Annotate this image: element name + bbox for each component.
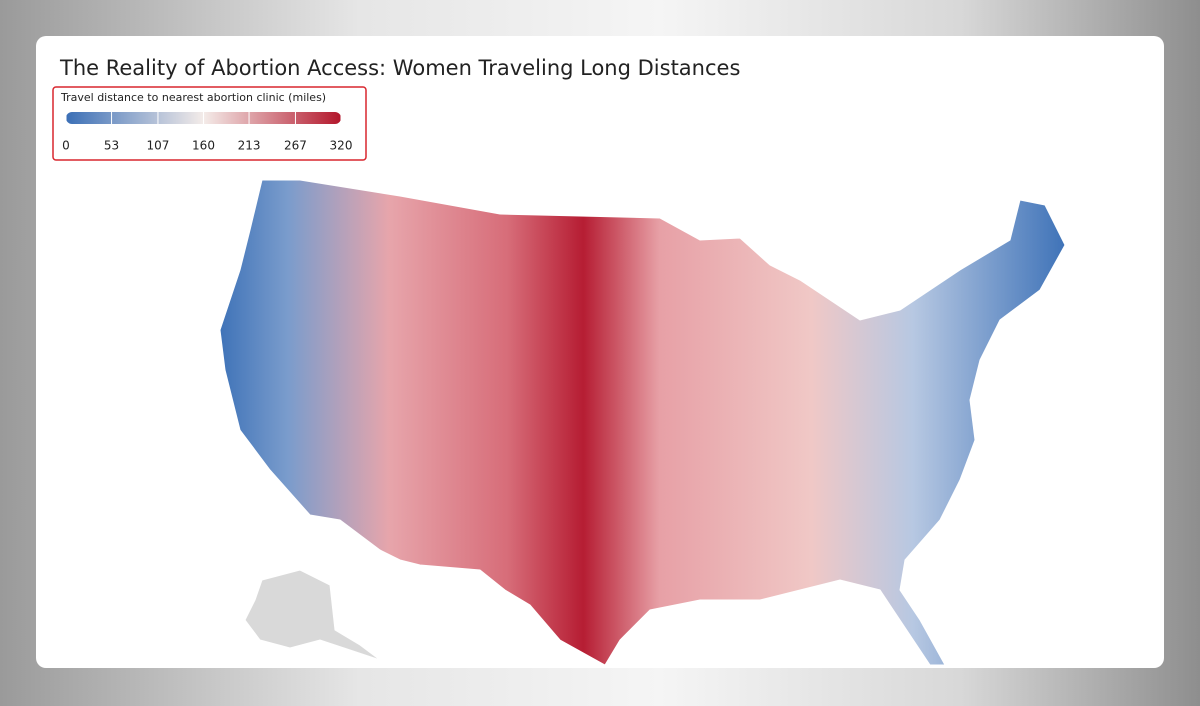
map: Travel distance to nearest abortion clin…	[52, 86, 1066, 666]
map-card: The Reality of Abortion Access: Women Tr…	[36, 36, 1164, 668]
legend-tick-label: 160	[192, 139, 215, 153]
legend-tick-label: 267	[284, 139, 307, 153]
legend-tick-label: 53	[104, 139, 119, 153]
legend-tick-label: 0	[62, 139, 70, 153]
map-title: The Reality of Abortion Access: Women Tr…	[60, 56, 741, 80]
alaska-map	[244, 569, 381, 661]
legend-tick-label: 107	[147, 139, 170, 153]
legend-tick-label: 320	[330, 139, 353, 153]
legend-tick-label: 213	[238, 139, 261, 153]
legend-title: Travel distance to nearest abortion clin…	[60, 91, 326, 104]
us-map	[219, 179, 1066, 666]
legend: Travel distance to nearest abortion clin…	[52, 86, 367, 161]
